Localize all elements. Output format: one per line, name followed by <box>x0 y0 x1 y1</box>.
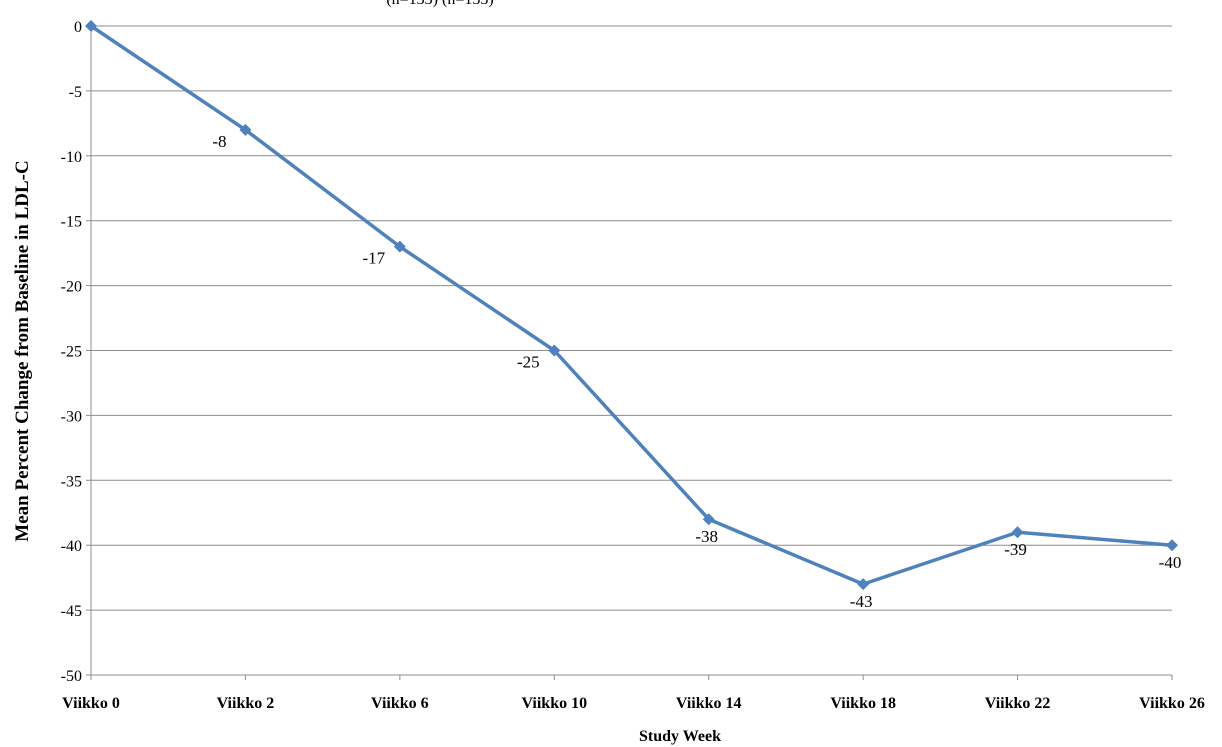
y-tick-label: -10 <box>61 149 82 166</box>
data-label: -43 <box>850 592 873 611</box>
data-point-marker <box>239 123 252 136</box>
data-point-marker <box>1166 539 1178 552</box>
y-axis-title: Mean Percent Change from Baseline in LDL… <box>12 160 33 541</box>
x-tick-label: Viikko 26 <box>1139 695 1205 712</box>
y-tick-label: -45 <box>61 603 82 620</box>
data-label: -39 <box>1004 540 1027 559</box>
x-tick-label: Viikko 6 <box>371 695 429 712</box>
x-axis-ticks: Viikko 0 Viikko 2 Viikko 6 Viikko 10 Viikko … <box>62 695 1205 712</box>
series-line <box>85 20 1178 591</box>
x-tick-label: Viikko 0 <box>62 695 120 712</box>
chart-title-fragment: (n=133) (n=133) <box>386 0 493 8</box>
data-point-marker <box>1011 526 1024 539</box>
y-tick-label: -50 <box>61 668 82 685</box>
x-tick-label: Viikko 10 <box>521 695 587 712</box>
x-tick-label: Viikko 14 <box>676 695 742 712</box>
axes <box>86 25 1173 680</box>
y-tick-label: -35 <box>61 473 82 490</box>
data-point-marker <box>85 20 97 32</box>
y-tick-label: -20 <box>61 279 82 296</box>
data-point-marker <box>857 578 870 591</box>
data-point-marker <box>548 344 561 357</box>
y-tick-label: -25 <box>61 344 82 361</box>
series-line-path <box>90 24 1173 586</box>
y-tick-label: 0 <box>74 19 82 36</box>
data-label: -25 <box>517 353 540 372</box>
x-tick-label: Viikko 2 <box>217 695 275 712</box>
y-tick-label: -5 <box>69 84 82 101</box>
data-point-marker <box>393 240 406 253</box>
data-label: -17 <box>363 249 386 268</box>
gridlines <box>91 25 1172 676</box>
x-tick-label: Viikko 22 <box>985 695 1051 712</box>
y-tick-label: -30 <box>61 408 82 425</box>
data-point-marker <box>702 513 715 526</box>
data-label: -40 <box>1159 553 1182 572</box>
x-tick-label: Viikko 18 <box>830 695 896 712</box>
x-axis-title: Study Week <box>639 728 721 745</box>
y-tick-label: -40 <box>61 538 82 555</box>
data-label: -8 <box>212 132 226 151</box>
y-axis-ticks: 0 -5 -10 -15 -20 -25 -30 -35 -40 -45 -50 <box>61 19 82 685</box>
data-labels: -8 -17 -25 -38 -43 -39 -40 <box>212 132 1181 611</box>
data-label: -38 <box>695 527 718 546</box>
y-tick-label: -15 <box>61 214 82 231</box>
